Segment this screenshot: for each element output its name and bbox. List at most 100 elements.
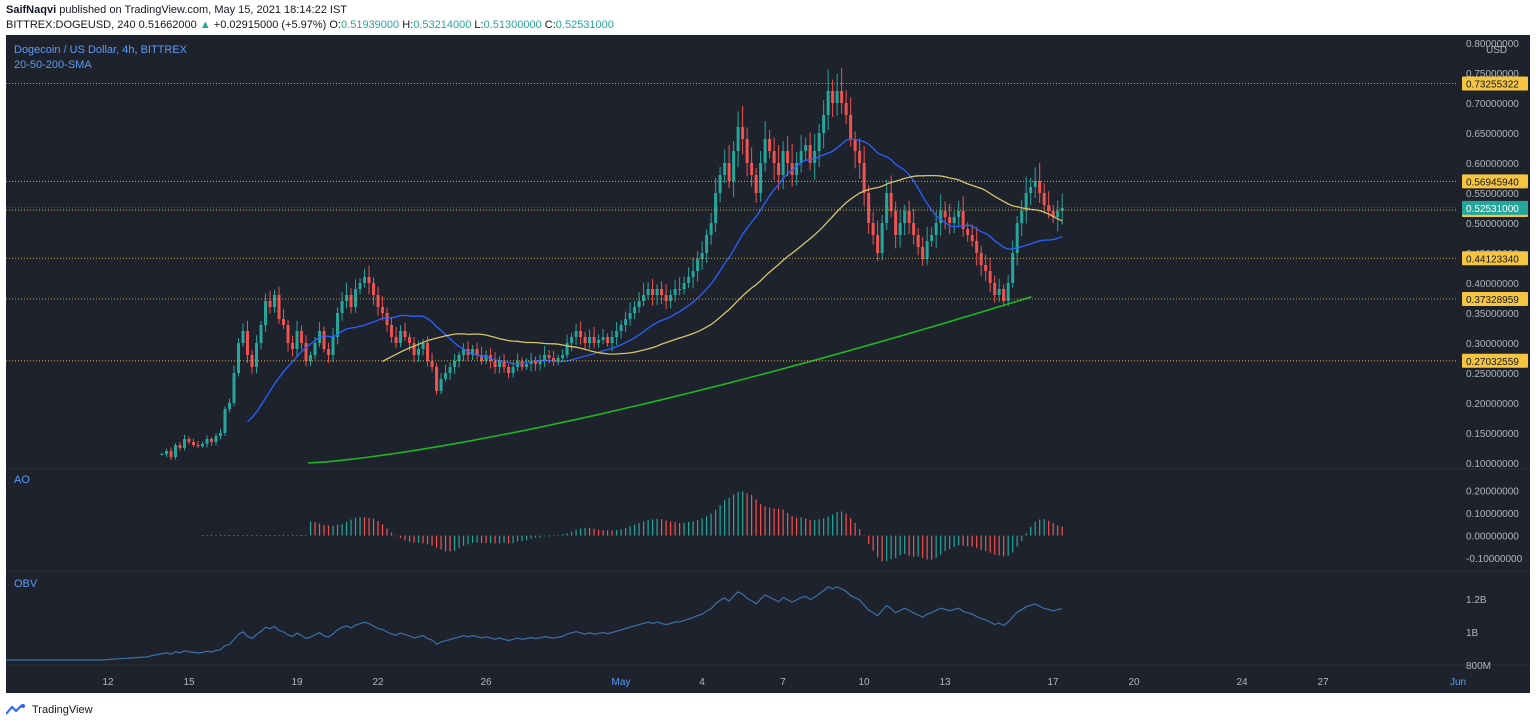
author-name[interactable]: SaifNaqvi bbox=[6, 4, 57, 16]
price-tick-label: 0.65000000 bbox=[1466, 129, 1519, 140]
candle-body bbox=[718, 175, 722, 193]
candle-body bbox=[745, 139, 749, 163]
ao-bar bbox=[706, 516, 708, 536]
ao-bar bbox=[769, 507, 771, 536]
ao-tick-label: -0.10000000 bbox=[1466, 554, 1523, 565]
ao-bar bbox=[895, 535, 897, 559]
ao-bar bbox=[697, 519, 699, 536]
ao-bar bbox=[922, 535, 924, 559]
ao-bar bbox=[300, 535, 303, 536]
candle-body bbox=[664, 295, 668, 301]
price-tick-label: 0.50000000 bbox=[1466, 219, 1519, 230]
candle-body bbox=[840, 91, 844, 103]
candle-body bbox=[660, 289, 664, 295]
candle-body bbox=[363, 277, 367, 283]
ao-bar bbox=[350, 519, 352, 536]
candle-body bbox=[381, 307, 385, 313]
time-tick-label: 20 bbox=[1128, 677, 1140, 688]
ao-bar bbox=[949, 535, 951, 550]
candle-body bbox=[547, 355, 551, 358]
ao-bar bbox=[931, 535, 933, 560]
ao-bar bbox=[1003, 535, 1005, 557]
ao-bar bbox=[665, 520, 667, 536]
time-tick-label: 15 bbox=[183, 677, 195, 688]
ao-bar bbox=[494, 535, 496, 544]
currency-label: USD bbox=[1486, 45, 1507, 56]
candle-body bbox=[795, 163, 799, 175]
footer-brand[interactable]: TradingView bbox=[32, 704, 93, 716]
level-price-tag bbox=[1462, 76, 1528, 91]
ao-bar bbox=[980, 535, 982, 550]
ao-bar bbox=[431, 535, 433, 546]
ao-bar bbox=[935, 535, 937, 558]
ao-bar bbox=[1061, 526, 1063, 536]
ao-bar bbox=[521, 535, 523, 542]
ao-bar bbox=[1043, 519, 1045, 536]
candle-body bbox=[961, 211, 965, 229]
candle-body bbox=[403, 331, 407, 337]
candle-body bbox=[1047, 205, 1051, 211]
chart-area[interactable]: Dogecoin / US Dollar, 4h, BITTREX 20-50-2… bbox=[6, 35, 1530, 693]
candle-body bbox=[835, 91, 839, 103]
ao-bar bbox=[832, 514, 834, 536]
candle-body bbox=[907, 211, 911, 223]
ao-bar bbox=[273, 535, 276, 536]
price-tick-label: 0.30000000 bbox=[1466, 339, 1519, 350]
candle-body bbox=[390, 325, 394, 337]
candle-body bbox=[1042, 193, 1046, 205]
ao-bar bbox=[701, 518, 703, 536]
ao-bar bbox=[760, 504, 762, 536]
ao-bar bbox=[584, 527, 586, 536]
candle-body bbox=[921, 247, 925, 259]
ao-bar bbox=[1039, 519, 1041, 536]
candle-body bbox=[925, 241, 929, 259]
ao-bar bbox=[215, 535, 217, 536]
candle-body bbox=[399, 331, 403, 343]
candle-body bbox=[475, 349, 479, 355]
candle-body bbox=[367, 277, 371, 283]
ao-bar bbox=[435, 535, 438, 548]
ao-bar bbox=[877, 535, 879, 558]
candle-body bbox=[610, 337, 614, 343]
ao-bar bbox=[917, 535, 919, 557]
candle-body bbox=[376, 295, 380, 307]
candle-body bbox=[966, 229, 970, 235]
candle-body bbox=[898, 223, 902, 235]
candle-body bbox=[1020, 211, 1024, 223]
ao-bar bbox=[850, 518, 852, 536]
ao-bar bbox=[579, 528, 582, 536]
candle-body bbox=[340, 301, 344, 313]
candle-body bbox=[201, 443, 205, 447]
ao-bar bbox=[399, 535, 402, 539]
ao-bar bbox=[827, 516, 829, 536]
price-tick-label: 0.60000000 bbox=[1466, 159, 1519, 170]
ao-bar bbox=[823, 518, 825, 536]
last-price-label: 0.52531000 bbox=[1466, 204, 1519, 215]
candle-body bbox=[691, 271, 695, 277]
candle-body bbox=[826, 91, 830, 115]
ao-bar bbox=[629, 526, 631, 536]
candle-body bbox=[462, 349, 466, 355]
candle-body bbox=[327, 349, 331, 355]
ao-bar bbox=[296, 535, 298, 536]
high-label: H: bbox=[402, 19, 414, 31]
ao-bar bbox=[413, 535, 415, 543]
price-tick-label: 0.25000000 bbox=[1466, 369, 1519, 380]
chart-svg[interactable]: Dogecoin / US Dollar, 4h, BITTREX 20-50-2… bbox=[6, 35, 1530, 693]
ao-bar bbox=[692, 521, 694, 536]
ao-bar bbox=[886, 535, 888, 561]
candle-body bbox=[754, 175, 758, 193]
ao-bar bbox=[1057, 525, 1059, 536]
ao-bar bbox=[327, 525, 330, 536]
ao-bar bbox=[507, 535, 510, 544]
candle-body bbox=[372, 283, 376, 295]
ao-bar bbox=[476, 535, 478, 543]
candle-body bbox=[565, 343, 569, 355]
candle-body bbox=[930, 235, 934, 241]
ao-bar bbox=[291, 535, 294, 536]
price-tick-label: 0.80000000 bbox=[1466, 39, 1519, 50]
ao-label: AO bbox=[14, 474, 30, 486]
candle-body bbox=[772, 151, 776, 163]
candle-body bbox=[1024, 193, 1028, 211]
candle-body bbox=[687, 277, 691, 283]
